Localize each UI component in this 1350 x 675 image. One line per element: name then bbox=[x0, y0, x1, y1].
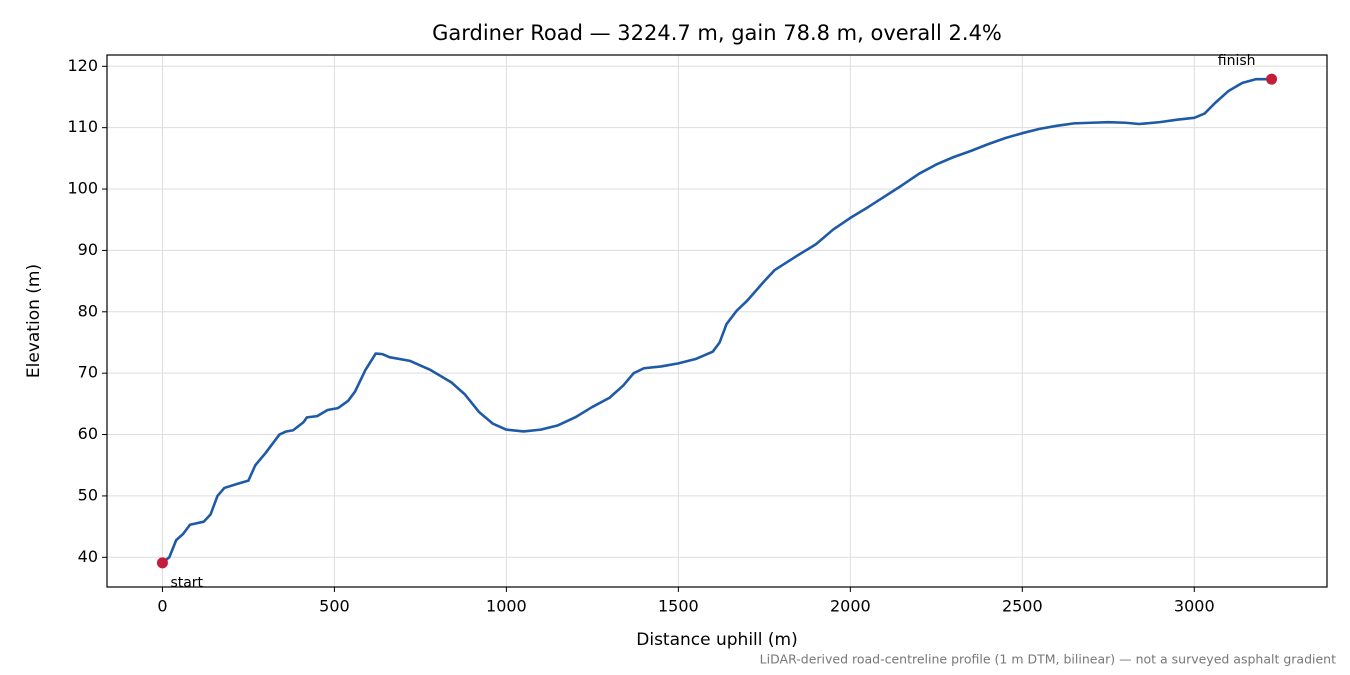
chart-title: Gardiner Road — 3224.7 m, gain 78.8 m, o… bbox=[432, 21, 1002, 45]
plot-frame bbox=[106, 54, 1328, 588]
y-tick-label: 90 bbox=[78, 240, 98, 259]
x-tick-label: 0 bbox=[157, 597, 167, 616]
x-tick-label: 1000 bbox=[486, 597, 527, 616]
x-tick-label: 2500 bbox=[1002, 597, 1043, 616]
endpoint-marker bbox=[156, 557, 168, 569]
endpoint-label: start bbox=[170, 575, 203, 591]
endpoint-marker bbox=[1266, 73, 1278, 85]
footnote: LiDAR-derived road-centreline profile (1… bbox=[760, 652, 1336, 667]
y-tick-label: 60 bbox=[78, 424, 98, 443]
y-tick-label: 110 bbox=[67, 117, 98, 136]
elevation-line bbox=[161, 77, 1272, 564]
y-tick-label: 120 bbox=[67, 56, 98, 75]
y-tick-label: 100 bbox=[67, 179, 98, 198]
y-tick-label: 50 bbox=[78, 485, 98, 504]
x-tick-label: 1500 bbox=[658, 597, 699, 616]
x-tick-label: 500 bbox=[319, 597, 350, 616]
endpoint-label: finish bbox=[1218, 53, 1256, 69]
x-tick-label: 2000 bbox=[830, 597, 871, 616]
y-tick-label: 40 bbox=[78, 547, 98, 566]
y-axis-label: Elevation (m) bbox=[24, 264, 44, 378]
y-tick-label: 70 bbox=[78, 363, 98, 382]
y-tick-label: 80 bbox=[78, 301, 98, 320]
x-tick-label: 3000 bbox=[1174, 597, 1215, 616]
x-axis-label: Distance uphill (m) bbox=[636, 630, 797, 650]
